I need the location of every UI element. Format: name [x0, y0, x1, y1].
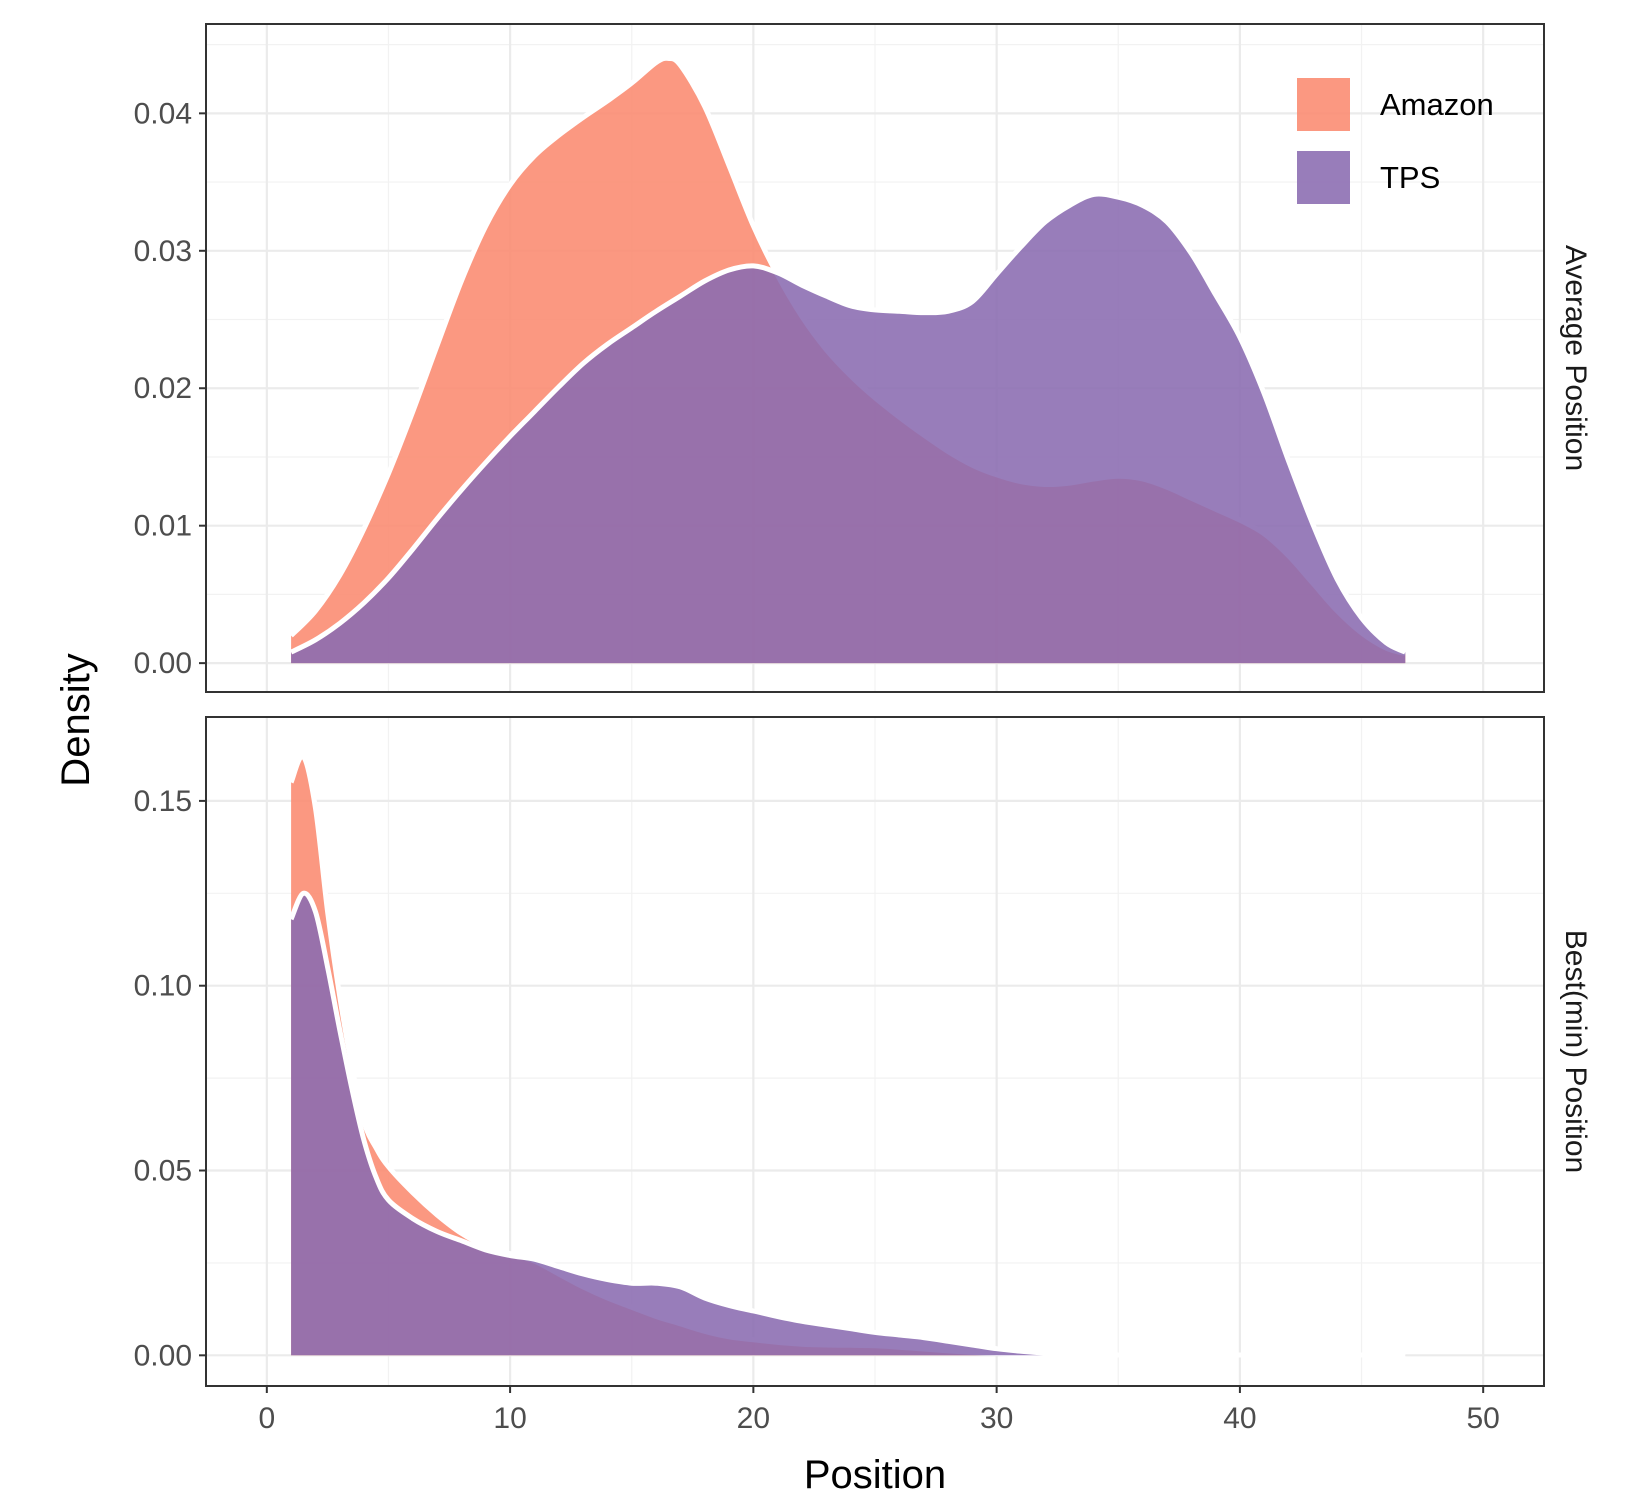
x-tick-label: 50 [1466, 1402, 1499, 1435]
x-axis: 0 10 20 30 40 50 [258, 1386, 1500, 1435]
panel-best-min-position: 0.00 0.05 0.10 0.15 Best(min) Position [134, 716, 1592, 1387]
legend-key-amazon [1297, 78, 1350, 131]
y-tick-label: 0.04 [134, 97, 192, 130]
x-tick-label: 10 [493, 1402, 526, 1435]
density-outline-tps [290, 191, 1407, 655]
x-axis-title: Position [804, 1453, 946, 1497]
y-tick-label: 0.02 [134, 372, 192, 405]
y-tick-label: 0.05 [134, 1155, 192, 1188]
y-tick-label: 0.01 [134, 510, 192, 543]
panel-border [205, 23, 1545, 693]
strip-label-best-min-position: Best(min) Position [1559, 930, 1592, 1173]
panel-border [205, 716, 1545, 1387]
y-tick-label: 0.03 [134, 235, 192, 268]
legend-key-tps [1297, 151, 1350, 204]
y-tick-label: 0.10 [134, 970, 192, 1003]
y-tick-label: 0.00 [134, 1339, 192, 1372]
legend-label-tps: TPS [1380, 160, 1440, 195]
x-tick-label: 20 [737, 1402, 770, 1435]
density-outline-tps [288, 890, 1406, 1358]
x-tick-label: 40 [1223, 1402, 1256, 1435]
legend: Amazon TPS [1297, 78, 1494, 204]
panel-average-position: 0.00 0.01 0.02 0.03 0.04 Average Position [134, 23, 1592, 693]
x-tick-label: 0 [258, 1402, 275, 1435]
y-tick-label: 0.15 [134, 785, 192, 818]
strip-label-average-position: Average Position [1559, 245, 1592, 471]
y-axis-title: Density [54, 653, 98, 786]
legend-label-amazon: Amazon [1380, 87, 1494, 122]
y-tick-label: 0.00 [134, 647, 192, 680]
x-tick-label: 30 [980, 1402, 1013, 1435]
density-area-tps [291, 194, 1406, 664]
density-area-tps [291, 893, 1406, 1356]
